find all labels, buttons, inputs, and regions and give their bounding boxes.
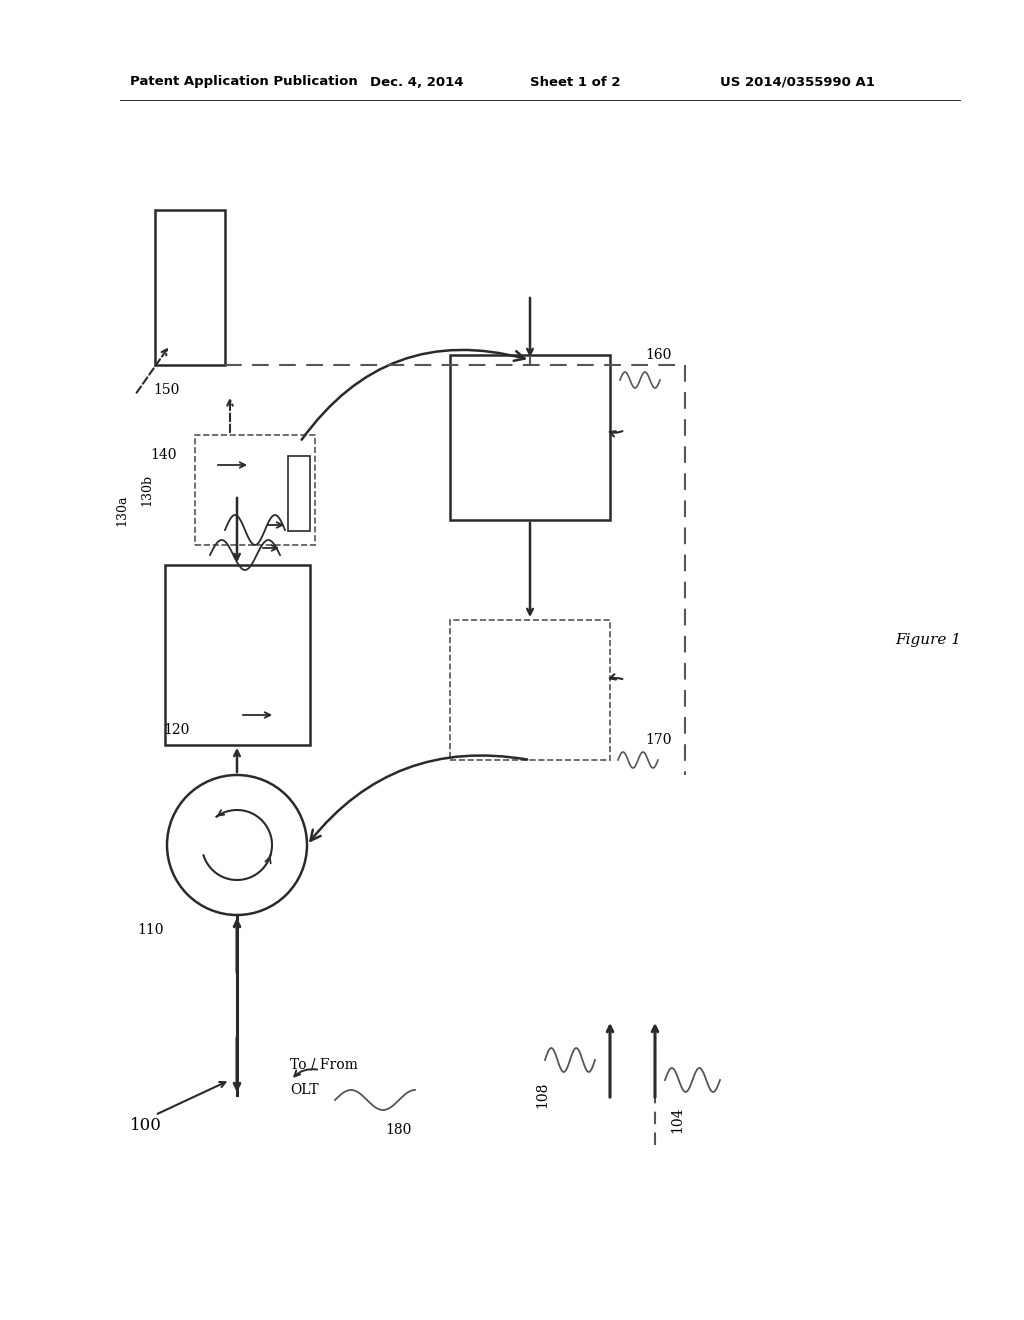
Bar xyxy=(450,620,610,760)
Text: 180: 180 xyxy=(385,1123,412,1137)
Text: 110: 110 xyxy=(137,923,164,937)
Bar xyxy=(450,355,610,520)
Text: 160: 160 xyxy=(645,348,672,362)
Text: 100: 100 xyxy=(130,1117,162,1134)
Text: To / From: To / From xyxy=(290,1059,357,1072)
FancyArrowPatch shape xyxy=(302,350,524,440)
Bar xyxy=(288,455,310,531)
Bar xyxy=(195,436,315,545)
Text: 130a: 130a xyxy=(115,494,128,525)
Text: 104: 104 xyxy=(670,1106,684,1134)
Text: OLT: OLT xyxy=(290,1082,318,1097)
Bar xyxy=(155,210,225,366)
Text: 140: 140 xyxy=(150,447,176,462)
Text: 130b: 130b xyxy=(140,474,153,506)
FancyArrowPatch shape xyxy=(310,755,527,841)
Bar xyxy=(165,565,310,744)
Text: US 2014/0355990 A1: US 2014/0355990 A1 xyxy=(720,75,874,88)
Circle shape xyxy=(167,775,307,915)
Text: Dec. 4, 2014: Dec. 4, 2014 xyxy=(370,75,464,88)
Text: 120: 120 xyxy=(163,723,189,737)
Text: Sheet 1 of 2: Sheet 1 of 2 xyxy=(530,75,621,88)
Text: Patent Application Publication: Patent Application Publication xyxy=(130,75,357,88)
Text: 108: 108 xyxy=(535,1082,549,1109)
Text: 170: 170 xyxy=(645,733,672,747)
Text: Figure 1: Figure 1 xyxy=(895,634,961,647)
Text: 150: 150 xyxy=(153,383,179,397)
